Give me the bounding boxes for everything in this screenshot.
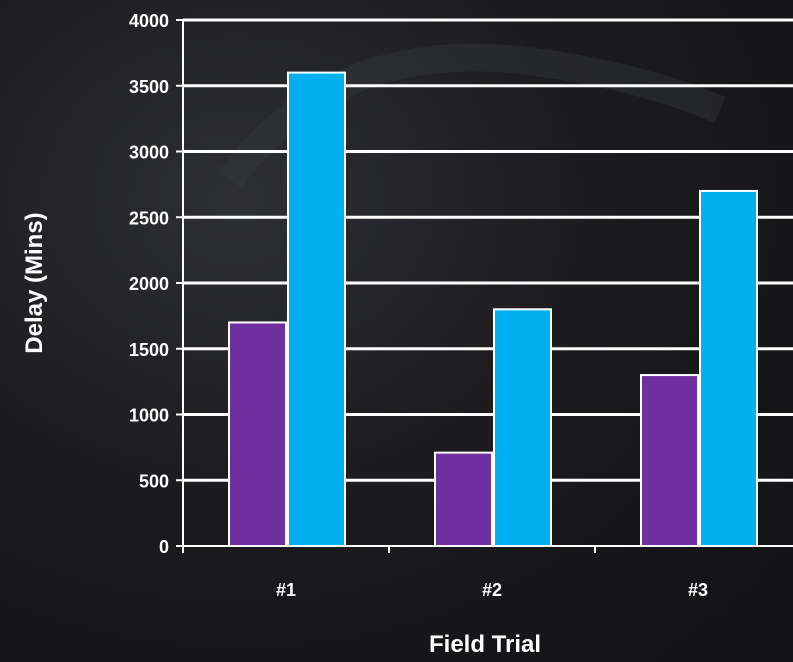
- x-tick-label: #2: [482, 580, 502, 600]
- y-tick-labels: 0 500 1000 1500 2000 2500 3000 3500 4000: [129, 11, 169, 557]
- x-tick-labels: #1 #2 #3: [276, 580, 708, 600]
- x-axis-title: Field Trial: [429, 631, 541, 658]
- bar-2-3: [699, 189, 758, 547]
- bar-1-3: [640, 374, 699, 547]
- y-tick-label: 500: [139, 471, 169, 491]
- bars: [228, 71, 758, 548]
- y-tick-label: 3500: [129, 77, 169, 97]
- y-tick-label: 2500: [129, 208, 169, 228]
- y-tick-label: 1500: [129, 340, 169, 360]
- x-tick-label: #3: [688, 580, 708, 600]
- y-axis-title: Delay (Mins): [21, 212, 48, 353]
- bar-1-1: [228, 321, 287, 548]
- y-tick-label: 2000: [129, 274, 169, 294]
- bar-2-2: [493, 308, 552, 547]
- y-tick-label: 3000: [129, 143, 169, 163]
- y-tick-label: 1000: [129, 406, 169, 426]
- axes: [176, 19, 793, 553]
- bar-2-1: [287, 71, 346, 547]
- y-tick-label: 0: [159, 537, 169, 557]
- bar-1-2: [434, 451, 493, 548]
- y-tick-label: 4000: [129, 11, 169, 31]
- x-tick-label: #1: [276, 580, 296, 600]
